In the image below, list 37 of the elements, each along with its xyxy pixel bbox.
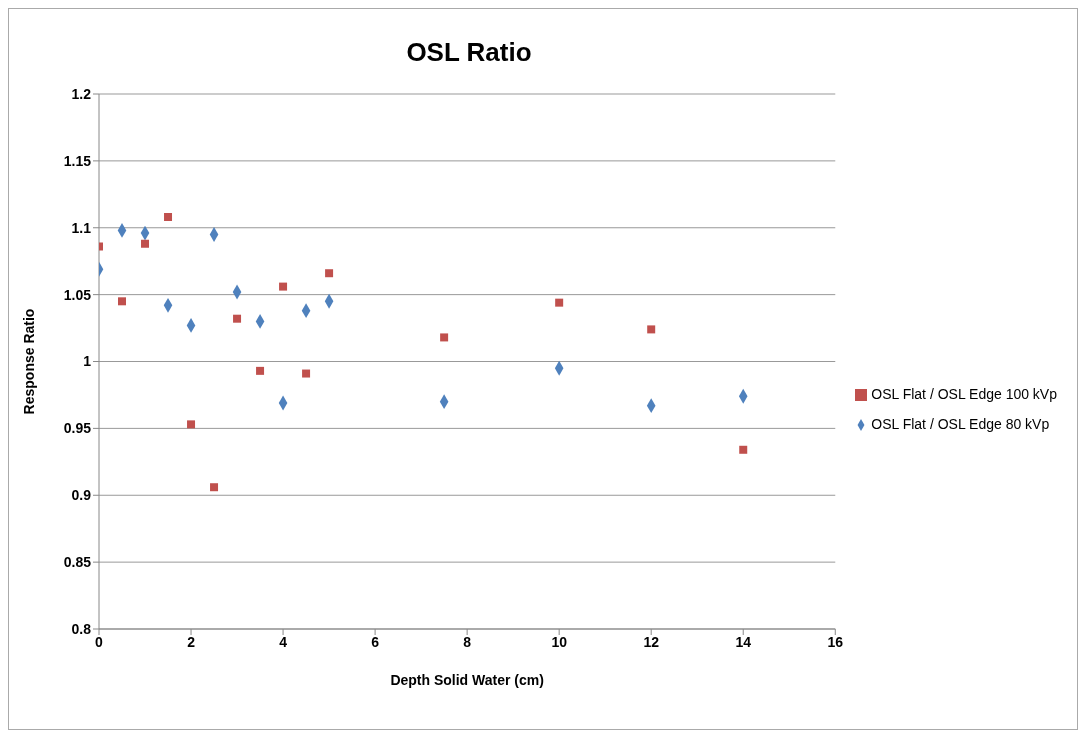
x-tick-label: 8 bbox=[463, 633, 472, 650]
x-tick-label: 0 bbox=[95, 633, 104, 650]
y-tick-label: 0.8 bbox=[71, 620, 92, 637]
point bbox=[187, 420, 196, 429]
x-tick-label: 2 bbox=[187, 633, 196, 650]
point bbox=[325, 269, 334, 278]
point bbox=[164, 213, 173, 222]
point bbox=[739, 445, 748, 454]
y-tick-label: 1 bbox=[83, 353, 92, 370]
legend-label: OSL Flat / OSL Edge 80 kVp bbox=[871, 416, 1050, 432]
y-tick-label: 1.1 bbox=[71, 219, 92, 236]
point bbox=[555, 298, 564, 307]
legend-label: OSL Flat / OSL Edge 100 kVp bbox=[871, 386, 1057, 402]
x-axis-title: Depth Solid Water (cm) bbox=[390, 672, 544, 688]
point bbox=[118, 297, 127, 306]
point bbox=[647, 325, 656, 334]
y-tick-label: 1.05 bbox=[63, 286, 92, 303]
y-tick-label: 0.95 bbox=[63, 420, 92, 437]
point bbox=[256, 366, 265, 375]
y-tick-label: 0.85 bbox=[63, 554, 92, 571]
x-tick-label: 10 bbox=[551, 633, 568, 650]
point bbox=[279, 282, 288, 291]
chart-title: OSL Ratio bbox=[405, 37, 533, 68]
x-tick-label: 16 bbox=[827, 633, 844, 650]
point bbox=[440, 333, 449, 342]
y-tick-label: 0.9 bbox=[71, 487, 92, 504]
y-tick-label: 1.15 bbox=[63, 152, 92, 169]
point bbox=[302, 369, 311, 378]
y-tick-label: 1.2 bbox=[71, 85, 92, 102]
point bbox=[141, 239, 150, 248]
x-tick-label: 14 bbox=[735, 633, 752, 650]
x-tick-label: 4 bbox=[279, 633, 288, 650]
point bbox=[210, 483, 219, 492]
point bbox=[233, 314, 242, 323]
x-tick-label: 12 bbox=[643, 633, 660, 650]
x-tick-label: 6 bbox=[371, 633, 380, 650]
y-axis-title: Response Ratio bbox=[20, 308, 37, 415]
